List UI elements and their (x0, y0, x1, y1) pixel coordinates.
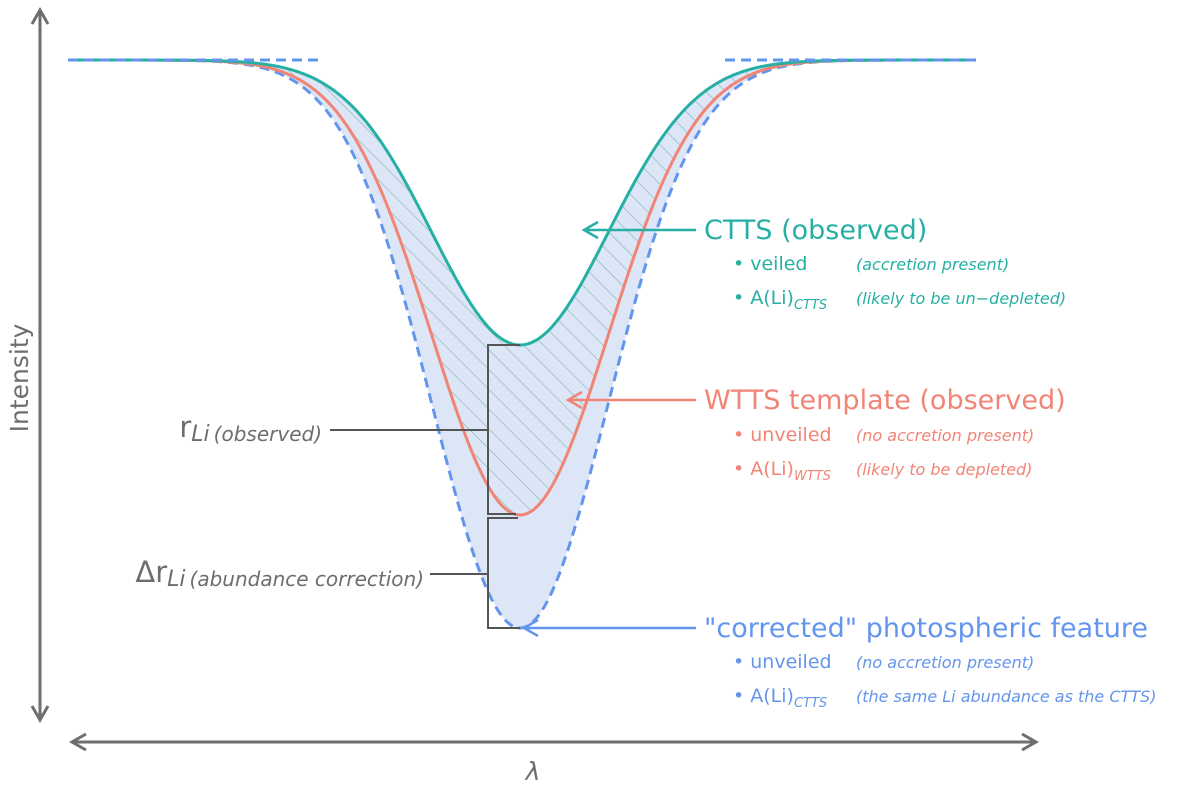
corrected-pointer-arrowhead (521, 618, 539, 638)
wtts-pointer-arrowhead (565, 390, 583, 410)
corrected-bullet-1: • unveiled (733, 651, 832, 673)
ctts-title: CTTS (observed) (704, 215, 927, 246)
x-axis (68, 732, 1040, 752)
corrected-note-2: (the same Li abundance as the CTTS) (856, 687, 1156, 706)
delta-r-li-label: ΔrLi (abundance correction) (135, 555, 424, 592)
ctts-note-2: (likely to be un−depleted) (856, 289, 1066, 308)
ctts-annotation: CTTS (observed) • veiled (accretion pres… (581, 215, 1066, 313)
r-li-label: rLi (observed) (179, 410, 322, 447)
wtts-note-1: (no accretion present) (856, 426, 1034, 445)
corrected-annotation: "corrected" photospheric feature • unvei… (521, 613, 1156, 711)
corrected-bullet-2: • A(Li)CTTS (733, 685, 827, 711)
corrected-title: "corrected" photospheric feature (704, 613, 1148, 644)
x-axis-label: λ (524, 757, 541, 786)
wtts-bullet-2: • A(Li)WTTS (733, 458, 831, 484)
y-axis-label: Intensity (5, 323, 34, 432)
ctts-pointer-arrowhead (581, 220, 599, 240)
wtts-note-2: (likely to be depleted) (856, 460, 1032, 479)
ctts-bullet-1: • veiled (733, 253, 808, 275)
ctts-profile-curve (68, 58, 976, 347)
veiling-hatch-region (68, 60, 976, 515)
wtts-annotation: WTTS template (observed) • unveiled (no … (565, 385, 1066, 484)
ctts-bullet-2: • A(Li)CTTS (733, 287, 827, 313)
y-axis (30, 6, 50, 724)
corrected-note-1: (no accretion present) (856, 653, 1034, 672)
wtts-bullet-1: • unveiled (733, 424, 832, 446)
ctts-note-1: (accretion present) (856, 255, 1009, 274)
wtts-title: WTTS template (observed) (704, 385, 1066, 416)
